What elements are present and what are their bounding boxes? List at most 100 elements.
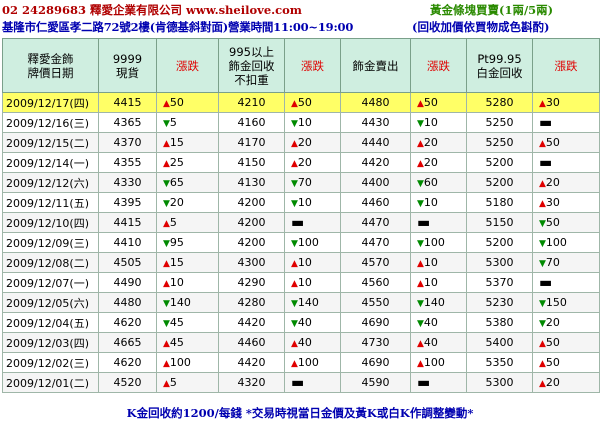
up-arrow-icon: ▲ xyxy=(163,259,170,269)
cell-sell: 4470 xyxy=(340,212,411,233)
up-arrow-icon: ▲ xyxy=(539,139,546,149)
up-arrow-icon: ▲ xyxy=(163,139,170,149)
cell-recycle: 4420 xyxy=(218,312,285,333)
cell-date: 2009/12/14(一) xyxy=(2,152,99,173)
cell-pt: 5250 xyxy=(466,112,533,133)
change-1: ▼65 xyxy=(156,172,219,193)
change-value: 20 xyxy=(545,316,560,329)
cell-cash: 4520 xyxy=(98,372,157,393)
table-row: 2009/12/17(四) 4415 ▲50 4210 ▲50 4480 ▲50 5280 ▲3… xyxy=(2,92,600,113)
change-3: ▲10 xyxy=(410,272,467,293)
down-arrow-icon: ▼ xyxy=(163,199,170,209)
cell-pt: 5300 xyxy=(466,372,533,393)
cell-cash: 4410 xyxy=(98,232,157,253)
down-arrow-icon: ▼ xyxy=(539,319,546,329)
change-value: 70 xyxy=(297,176,312,189)
change-2: ▬ xyxy=(284,212,341,233)
header-change-3: 漲跌 xyxy=(410,38,467,93)
cell-sell: 4460 xyxy=(340,192,411,213)
cell-sell: 4480 xyxy=(340,92,411,113)
down-arrow-icon: ▼ xyxy=(417,239,424,249)
no-change-icon: ▬ xyxy=(417,214,431,231)
up-arrow-icon: ▲ xyxy=(291,259,298,269)
change-value: 100 xyxy=(545,236,567,249)
change-4: ▲30 xyxy=(532,192,600,213)
down-arrow-icon: ▼ xyxy=(539,239,546,249)
table-row: 2009/12/12(六) 4330 ▼65 4130 ▼70 4400 ▼60 5200 ▲2… xyxy=(2,172,600,193)
change-value: 20 xyxy=(423,136,438,149)
change-3: ▲40 xyxy=(410,332,467,353)
table-row: 2009/12/11(五) 4395 ▼20 4200 ▼10 4460 ▼10 5180 ▲3… xyxy=(2,192,600,213)
change-value: 20 xyxy=(545,376,560,389)
up-arrow-icon: ▲ xyxy=(291,339,298,349)
change-value: 20 xyxy=(423,156,438,169)
table-row: 2009/12/02(三) 4620 ▲100 4420 ▲100 4690 ▲100 535… xyxy=(2,352,600,373)
cell-sell: 4440 xyxy=(340,132,411,153)
down-arrow-icon: ▼ xyxy=(163,179,170,189)
cell-pt: 5250 xyxy=(466,132,533,153)
change-3: ▬ xyxy=(410,212,467,233)
cell-pt: 5350 xyxy=(466,352,533,373)
table-row: 2009/12/07(一) 4490 ▲10 4290 ▲10 4560 ▲10 5370 ▬ xyxy=(2,272,600,293)
table-row: 2009/12/09(三) 4410 ▼95 4200 ▼100 4470 ▼100 5200… xyxy=(2,232,600,253)
cell-recycle: 4280 xyxy=(218,292,285,313)
table-row: 2009/12/10(四) 4415 ▲5 4200 ▬ 4470 ▬ 5150 ▼50 xyxy=(2,212,600,233)
change-value: 40 xyxy=(297,336,312,349)
down-arrow-icon: ▼ xyxy=(163,299,170,309)
up-arrow-icon: ▲ xyxy=(539,199,546,209)
change-3: ▼10 xyxy=(410,192,467,213)
down-arrow-icon: ▼ xyxy=(163,319,170,329)
table-header: 釋愛金飾 牌價日期 9999 現貨 漲跌 995以上 飾金回收 不扣重 漲跌 飾… xyxy=(2,38,600,93)
change-value: 100 xyxy=(423,356,445,369)
change-value: 140 xyxy=(297,296,319,309)
change-value: 45 xyxy=(169,316,184,329)
change-2: ▲20 xyxy=(284,152,341,173)
gold-bar-label: 黃金條塊買賣(1兩/5兩) xyxy=(430,3,554,17)
change-4: ▲20 xyxy=(532,172,600,193)
cell-recycle: 4320 xyxy=(218,372,285,393)
cell-pt: 5180 xyxy=(466,192,533,213)
footer-note: K金回收約1200/每錢 *交易時視當日金價及黃K或白K作調整變動* xyxy=(126,406,474,420)
up-arrow-icon: ▲ xyxy=(163,159,170,169)
change-value: 70 xyxy=(545,256,560,269)
cell-cash: 4505 xyxy=(98,252,157,273)
change-value: 95 xyxy=(169,236,184,249)
change-2: ▼40 xyxy=(284,312,341,333)
change-value: 40 xyxy=(297,316,312,329)
change-1: ▲100 xyxy=(156,352,219,373)
change-2: ▼10 xyxy=(284,112,341,133)
cell-date: 2009/12/08(二) xyxy=(2,252,99,273)
cell-date: 2009/12/12(六) xyxy=(2,172,99,193)
cell-pt: 5400 xyxy=(466,332,533,353)
change-2: ▲20 xyxy=(284,132,341,153)
change-value: 5 xyxy=(169,216,177,229)
change-3: ▼100 xyxy=(410,232,467,253)
cell-cash: 4355 xyxy=(98,152,157,173)
cell-recycle: 4150 xyxy=(218,152,285,173)
change-1: ▼5 xyxy=(156,112,219,133)
down-arrow-icon: ▼ xyxy=(417,199,424,209)
up-arrow-icon: ▲ xyxy=(291,359,298,369)
cell-date: 2009/12/05(六) xyxy=(2,292,99,313)
up-arrow-icon: ▲ xyxy=(539,339,546,349)
change-3: ▬ xyxy=(410,372,467,393)
change-4: ▲30 xyxy=(532,92,600,113)
cell-sell: 4420 xyxy=(340,152,411,173)
change-value: 50 xyxy=(545,356,560,369)
cell-pt: 5200 xyxy=(466,152,533,173)
cell-date: 2009/12/16(三) xyxy=(2,112,99,133)
change-2: ▲10 xyxy=(284,272,341,293)
down-arrow-icon: ▼ xyxy=(417,299,424,309)
table-row: 2009/12/08(二) 4505 ▲15 4300 ▲10 4570 ▲10 5300 ▼7… xyxy=(2,252,600,273)
cell-cash: 4665 xyxy=(98,332,157,353)
change-1: ▲10 xyxy=(156,272,219,293)
cell-recycle: 4210 xyxy=(218,92,285,113)
cell-pt: 5230 xyxy=(466,292,533,313)
up-arrow-icon: ▲ xyxy=(417,259,424,269)
change-3: ▲20 xyxy=(410,132,467,153)
cell-pt: 5200 xyxy=(466,232,533,253)
cell-cash: 4330 xyxy=(98,172,157,193)
change-3: ▲50 xyxy=(410,92,467,113)
down-arrow-icon: ▼ xyxy=(163,119,170,129)
change-value: 50 xyxy=(297,96,312,109)
